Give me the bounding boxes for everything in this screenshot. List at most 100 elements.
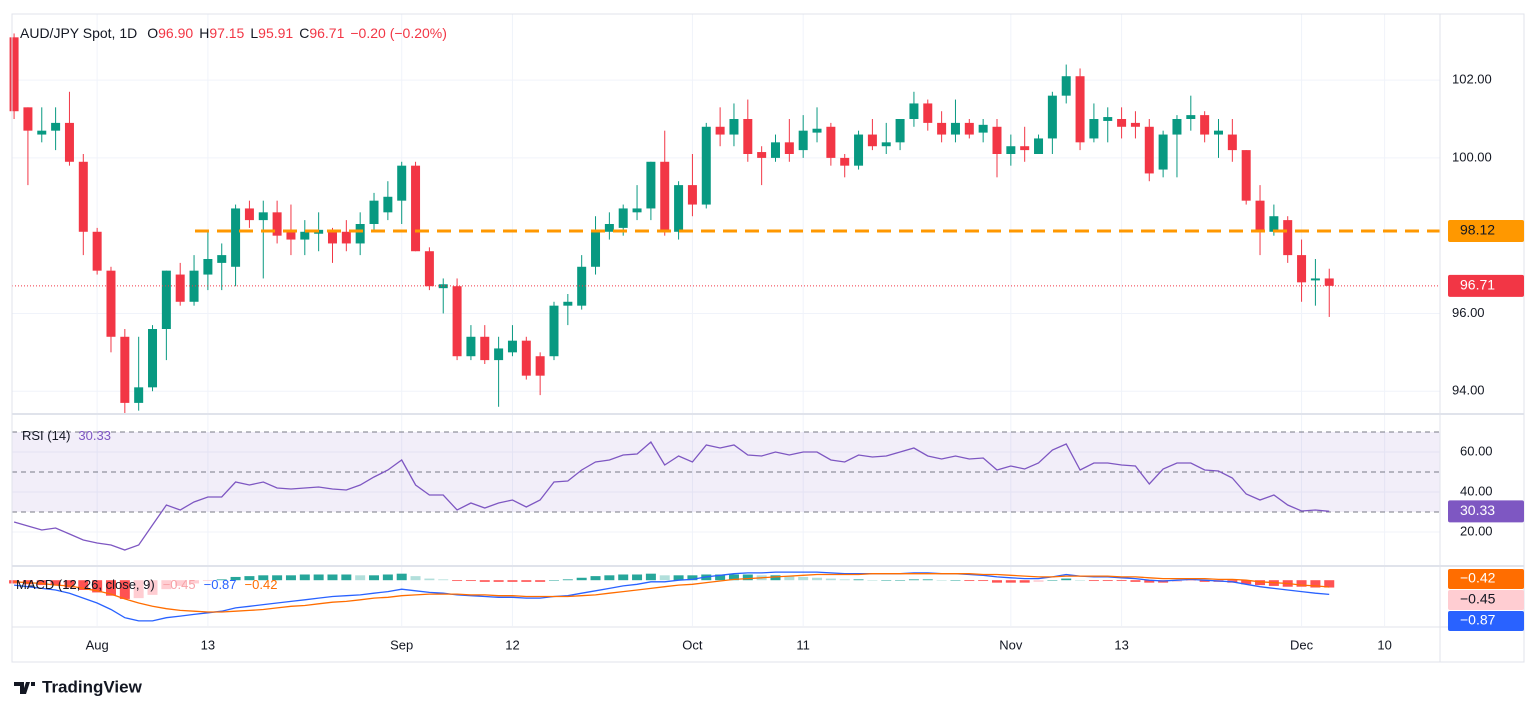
candle-body [867, 134, 877, 147]
macd-histogram-bar [812, 577, 823, 581]
candle-body [591, 231, 601, 267]
macd-histogram-bar [784, 576, 795, 581]
signal-value-box [1448, 569, 1524, 589]
macd-histogram-bar [1116, 580, 1127, 582]
candle-body [687, 185, 697, 205]
candle-body [1103, 117, 1113, 121]
ohlc-key: L [250, 25, 258, 41]
candle-body [521, 340, 531, 376]
macd-histogram-bar [50, 580, 61, 586]
macd-histogram-bar [673, 575, 684, 581]
candle-body [729, 119, 739, 135]
candle-body [106, 270, 116, 337]
macd-histogram-bar [618, 574, 629, 581]
candle-body [1061, 76, 1071, 96]
x-tick-label: Nov [999, 637, 1023, 652]
candle-body [1283, 220, 1293, 256]
macd-signal-value: −0.42 [245, 577, 278, 592]
candle-body [1186, 115, 1196, 119]
candle-body [411, 165, 421, 252]
macd-histogram-bar [1310, 580, 1321, 588]
candle-body [854, 134, 864, 166]
candle-body [1089, 119, 1099, 139]
candle-body [217, 255, 227, 263]
candle-body [1020, 146, 1030, 151]
macd-histogram-bar [216, 579, 227, 581]
macd-histogram-bar [1061, 578, 1072, 581]
candle-body [715, 126, 725, 135]
candle-body [327, 231, 337, 244]
macd-histogram-bar [285, 575, 296, 581]
signal-line [14, 573, 1330, 613]
macd-histogram-bar [922, 579, 933, 581]
candle-body [784, 142, 794, 154]
candle-body [1117, 119, 1127, 127]
macd-histogram-bar [825, 578, 836, 581]
macd-hist-value: −0.45 [163, 577, 196, 592]
macd-histogram-bar [908, 579, 919, 581]
y-tick-label: 102.00 [1452, 72, 1492, 87]
rsi-tick-label: 60.00 [1460, 443, 1493, 458]
macd-histogram-bar [895, 580, 906, 581]
macd-histogram-bar [1296, 580, 1307, 587]
macd-histogram-bar [452, 580, 463, 582]
candle-body [1255, 200, 1265, 232]
candle-body [1241, 150, 1251, 201]
candle-body [189, 270, 199, 302]
candle-body [881, 142, 891, 147]
macd-histogram-bar [936, 580, 947, 581]
ui: TradingView [11, 13, 1525, 696]
macd-histogram-bar [1199, 580, 1210, 582]
macd-histogram-bar [1144, 580, 1155, 583]
macd-histogram-bar [562, 579, 573, 581]
candle-body [134, 387, 144, 403]
candle-body [1269, 216, 1279, 232]
candle-body [701, 126, 711, 205]
candle-body [563, 301, 573, 306]
histogram-value-box [1448, 590, 1524, 610]
candle-body [826, 126, 836, 158]
candle-body [341, 231, 351, 244]
candle-body [507, 340, 517, 353]
macd-histogram-bar [147, 580, 158, 595]
macd-histogram-bar [798, 576, 809, 581]
x-tick-label: Oct [682, 637, 703, 652]
macd-histogram-bar [950, 580, 961, 581]
candle-body [1172, 119, 1182, 135]
last-price-box [1448, 274, 1524, 297]
macd-histogram-bar [189, 580, 200, 584]
rsi-value-box [1448, 500, 1524, 523]
ohlc-value: 96.71 [309, 25, 344, 41]
candle-body [369, 200, 379, 224]
candle-body [992, 126, 1002, 154]
candle-body [950, 122, 960, 135]
macd-histogram-bar [382, 574, 393, 581]
ohlc-value: 95.91 [258, 25, 293, 41]
candle-body [978, 124, 988, 133]
change: −0.20 (−0.20%) [350, 25, 447, 41]
candle-body [1006, 146, 1016, 154]
candle-body [1213, 130, 1223, 135]
macd-name: MACD (12, 26, close, 9) [16, 577, 155, 592]
candle-body [798, 130, 808, 151]
macd-histogram-bar [1241, 580, 1252, 585]
macd-histogram-bar [1255, 580, 1266, 586]
macd-histogram-bar [1019, 580, 1030, 583]
candle-body [148, 329, 158, 388]
macd-histogram-bar [535, 580, 546, 582]
brand: TradingView [42, 677, 143, 696]
ohlc-key: O [147, 25, 158, 41]
rsi-line [13, 441, 1330, 551]
macd-value-label: −0.87 [1460, 612, 1496, 628]
macd-histogram-bar [521, 580, 532, 582]
marks [9, 33, 1440, 622]
candle-body [161, 270, 171, 329]
candle-body [300, 231, 310, 240]
macd-histogram-bar [133, 580, 144, 599]
macd-histogram-bar [119, 580, 130, 599]
candle-body [1158, 134, 1168, 170]
macd-histogram-bar [410, 576, 421, 581]
rsi-value: 30.33 [78, 428, 111, 443]
macd-histogram-bar [659, 575, 670, 581]
